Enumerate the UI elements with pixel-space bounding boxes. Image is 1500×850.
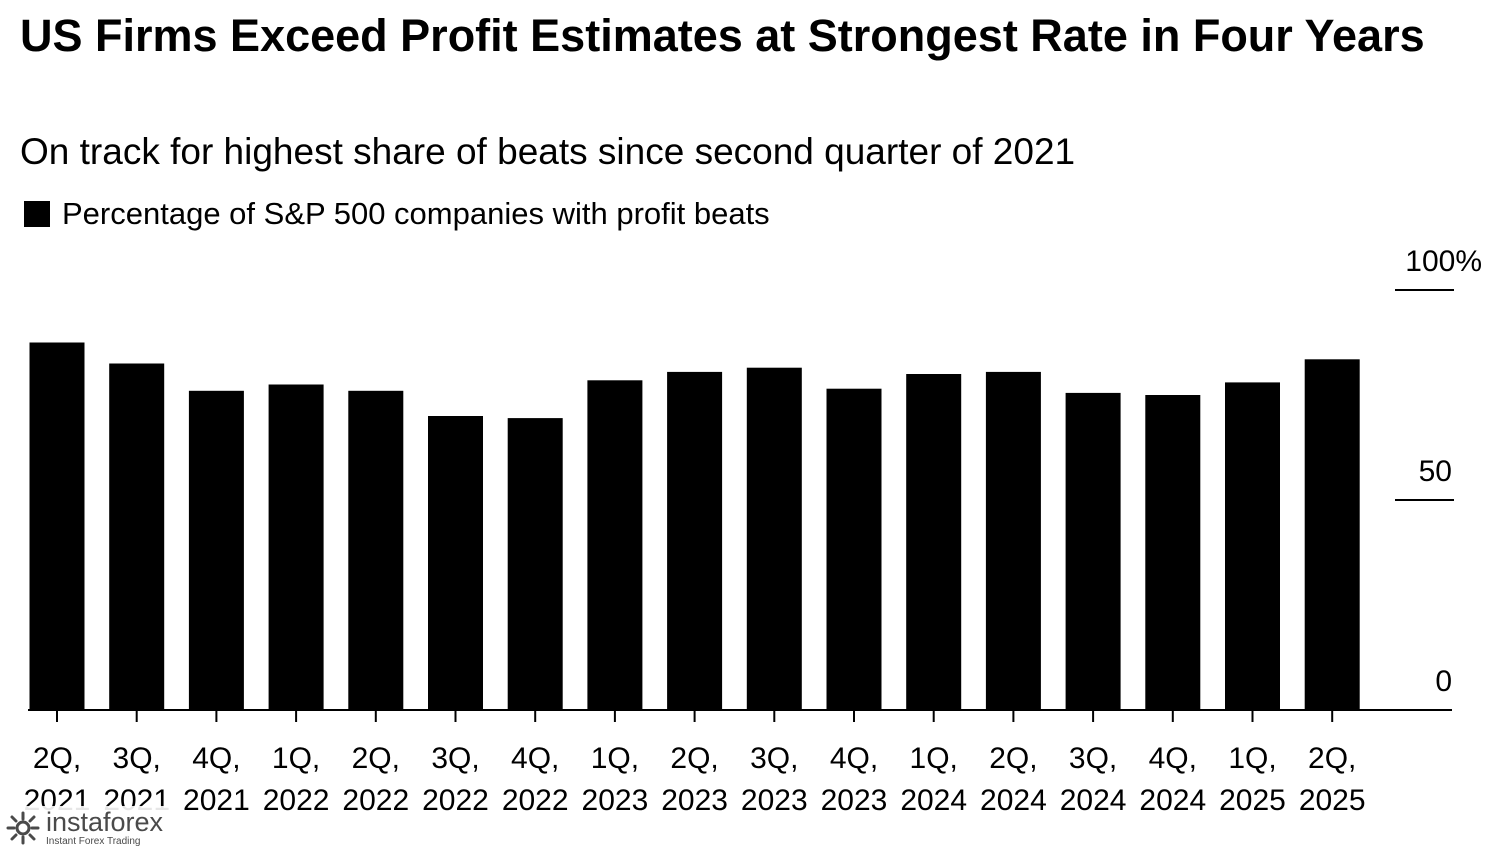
bar <box>428 416 483 710</box>
x-tick-label-quarter: 4Q, <box>192 742 240 775</box>
bar <box>268 384 324 710</box>
x-tick-label-quarter: 2Q, <box>989 742 1037 775</box>
watermark-name: instaforex <box>46 807 164 837</box>
chart-subtitle: On track for highest share of beats sinc… <box>20 131 1076 172</box>
x-tick-label-quarter: 2Q, <box>33 742 81 775</box>
x-tick-label-quarter: 4Q, <box>1149 742 1197 775</box>
bar <box>1304 359 1360 710</box>
watermark: instaforex Instant Forex Trading <box>0 806 180 850</box>
x-tick-label-quarter: 3Q, <box>750 742 798 775</box>
x-tick-label-quarter: 1Q, <box>272 742 320 775</box>
bar <box>348 390 404 710</box>
x-tick-label-year: 2024 <box>980 784 1047 817</box>
bar <box>109 363 165 710</box>
x-tick-label-quarter: 4Q, <box>830 742 878 775</box>
watermark-tagline: Instant Forex Trading <box>46 836 141 847</box>
legend: Percentage of S&P 500 companies with pro… <box>24 196 770 232</box>
bar <box>826 388 882 710</box>
x-tick-label-quarter: 3Q, <box>113 742 161 775</box>
bar <box>507 418 563 710</box>
x-tick-label-quarter: 3Q, <box>431 742 479 775</box>
x-tick-label-quarter: 2Q, <box>670 742 718 775</box>
x-tick-label-year: 2025 <box>1219 784 1286 817</box>
x-tick-label-year: 2021 <box>183 784 250 817</box>
bar <box>1065 392 1121 710</box>
x-tick-label-year: 2024 <box>900 784 967 817</box>
legend-label: Percentage of S&P 500 companies with pro… <box>62 196 770 231</box>
x-tick-label-year: 2023 <box>582 784 649 817</box>
x-tick-label-quarter: 1Q, <box>1228 742 1276 775</box>
x-tick-label-year: 2023 <box>661 784 728 817</box>
instaforex-logo-icon <box>6 811 40 845</box>
x-ticks <box>56 710 1334 722</box>
x-tick-label-quarter: 2Q, <box>352 742 400 775</box>
x-labels: 2Q,20213Q,20214Q,20211Q,20222Q,20223Q,20… <box>24 742 1366 817</box>
legend-swatch <box>24 201 50 227</box>
bar <box>906 374 962 710</box>
x-tick-label-year: 2024 <box>1139 784 1206 817</box>
bar <box>667 371 723 710</box>
x-tick-label-year: 2022 <box>422 784 489 817</box>
bars <box>29 342 1360 710</box>
x-tick-label-quarter: 1Q, <box>591 742 639 775</box>
x-tick-label-year: 2022 <box>263 784 330 817</box>
x-tick-label-year: 2022 <box>342 784 409 817</box>
bar <box>587 380 643 710</box>
bar <box>1225 382 1280 710</box>
x-tick-label-year: 2025 <box>1299 784 1366 817</box>
bar <box>188 390 244 710</box>
y-axis: 0 50 100% <box>1395 245 1482 698</box>
bar <box>29 342 85 710</box>
x-tick-label-year: 2022 <box>502 784 569 817</box>
y-tick-label: 50 <box>1419 455 1452 488</box>
x-tick-label-quarter: 3Q, <box>1069 742 1117 775</box>
x-tick-label-year: 2023 <box>821 784 888 817</box>
x-tick-label-quarter: 1Q, <box>910 742 958 775</box>
y-tick-label: 100% <box>1405 245 1482 278</box>
x-tick-label-year: 2024 <box>1060 784 1127 817</box>
bar <box>746 367 802 710</box>
x-tick-label-quarter: 2Q, <box>1308 742 1356 775</box>
chart-title: US Firms Exceed Profit Estimates at Stro… <box>20 10 1425 61</box>
y-tick-label: 0 <box>1435 665 1452 698</box>
bar <box>1145 395 1201 710</box>
x-tick-label-year: 2023 <box>741 784 808 817</box>
bar <box>985 371 1041 710</box>
x-tick-label-quarter: 4Q, <box>511 742 559 775</box>
